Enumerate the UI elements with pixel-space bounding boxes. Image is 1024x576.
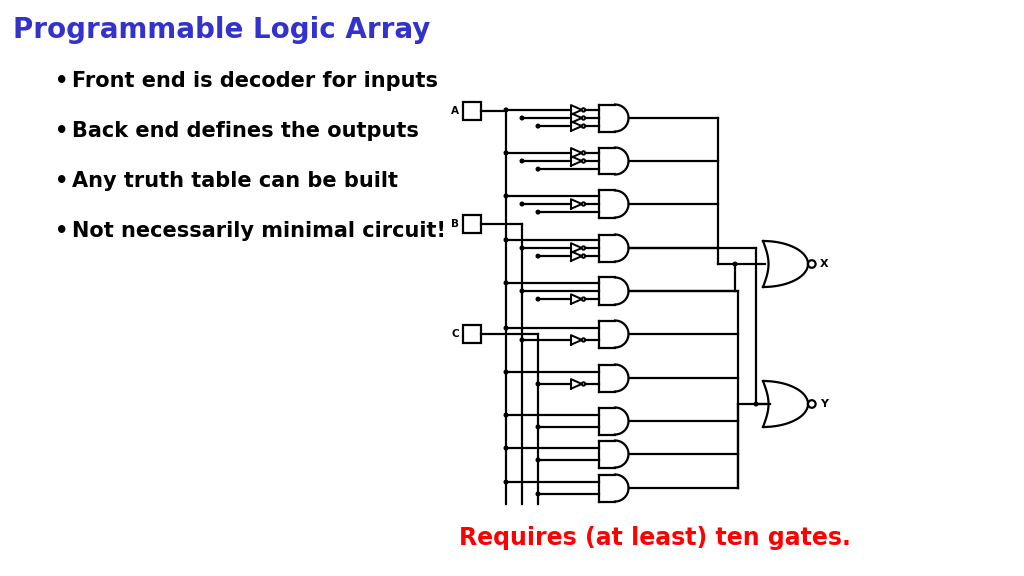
Circle shape xyxy=(537,458,540,462)
Circle shape xyxy=(808,260,815,268)
Circle shape xyxy=(504,446,508,450)
Circle shape xyxy=(537,167,540,171)
Circle shape xyxy=(537,210,540,214)
Text: •: • xyxy=(55,71,69,91)
Text: Back end defines the outputs: Back end defines the outputs xyxy=(72,121,419,141)
Circle shape xyxy=(537,297,540,301)
Circle shape xyxy=(582,202,585,206)
Text: •: • xyxy=(55,221,69,241)
Circle shape xyxy=(582,255,585,258)
Text: Requires (at least) ten gates.: Requires (at least) ten gates. xyxy=(459,526,851,550)
Circle shape xyxy=(537,124,540,128)
Circle shape xyxy=(733,262,737,266)
Text: Front end is decoder for inputs: Front end is decoder for inputs xyxy=(72,71,438,91)
Text: Not necessarily minimal circuit!: Not necessarily minimal circuit! xyxy=(72,221,445,241)
Circle shape xyxy=(582,116,585,120)
Bar xyxy=(463,325,481,343)
Circle shape xyxy=(582,124,585,128)
Circle shape xyxy=(808,400,815,408)
Circle shape xyxy=(520,202,524,206)
Bar xyxy=(463,215,481,233)
Circle shape xyxy=(537,425,540,429)
Circle shape xyxy=(504,194,508,198)
Circle shape xyxy=(582,247,585,249)
Circle shape xyxy=(504,413,508,417)
Circle shape xyxy=(582,382,585,385)
Circle shape xyxy=(582,151,585,154)
Circle shape xyxy=(582,297,585,301)
Circle shape xyxy=(520,159,524,163)
Circle shape xyxy=(537,492,540,496)
Text: •: • xyxy=(55,121,69,141)
Circle shape xyxy=(520,338,524,342)
Text: Any truth table can be built: Any truth table can be built xyxy=(72,171,398,191)
Text: A: A xyxy=(452,106,459,116)
Circle shape xyxy=(504,370,508,374)
Bar xyxy=(463,102,481,120)
Circle shape xyxy=(504,238,508,242)
Circle shape xyxy=(504,108,508,112)
Text: X: X xyxy=(819,259,828,269)
Text: Y: Y xyxy=(819,399,827,409)
Circle shape xyxy=(504,480,508,484)
Circle shape xyxy=(504,281,508,285)
Circle shape xyxy=(504,326,508,330)
Circle shape xyxy=(582,338,585,342)
Circle shape xyxy=(504,151,508,155)
Circle shape xyxy=(582,160,585,162)
Circle shape xyxy=(582,108,585,112)
Text: Programmable Logic Array: Programmable Logic Array xyxy=(13,16,430,44)
Text: C: C xyxy=(452,329,459,339)
Circle shape xyxy=(520,246,524,250)
Circle shape xyxy=(755,402,758,406)
Text: •: • xyxy=(55,171,69,191)
Circle shape xyxy=(537,382,540,386)
Circle shape xyxy=(537,254,540,258)
Text: B: B xyxy=(452,219,459,229)
Circle shape xyxy=(520,289,524,293)
Circle shape xyxy=(520,116,524,120)
